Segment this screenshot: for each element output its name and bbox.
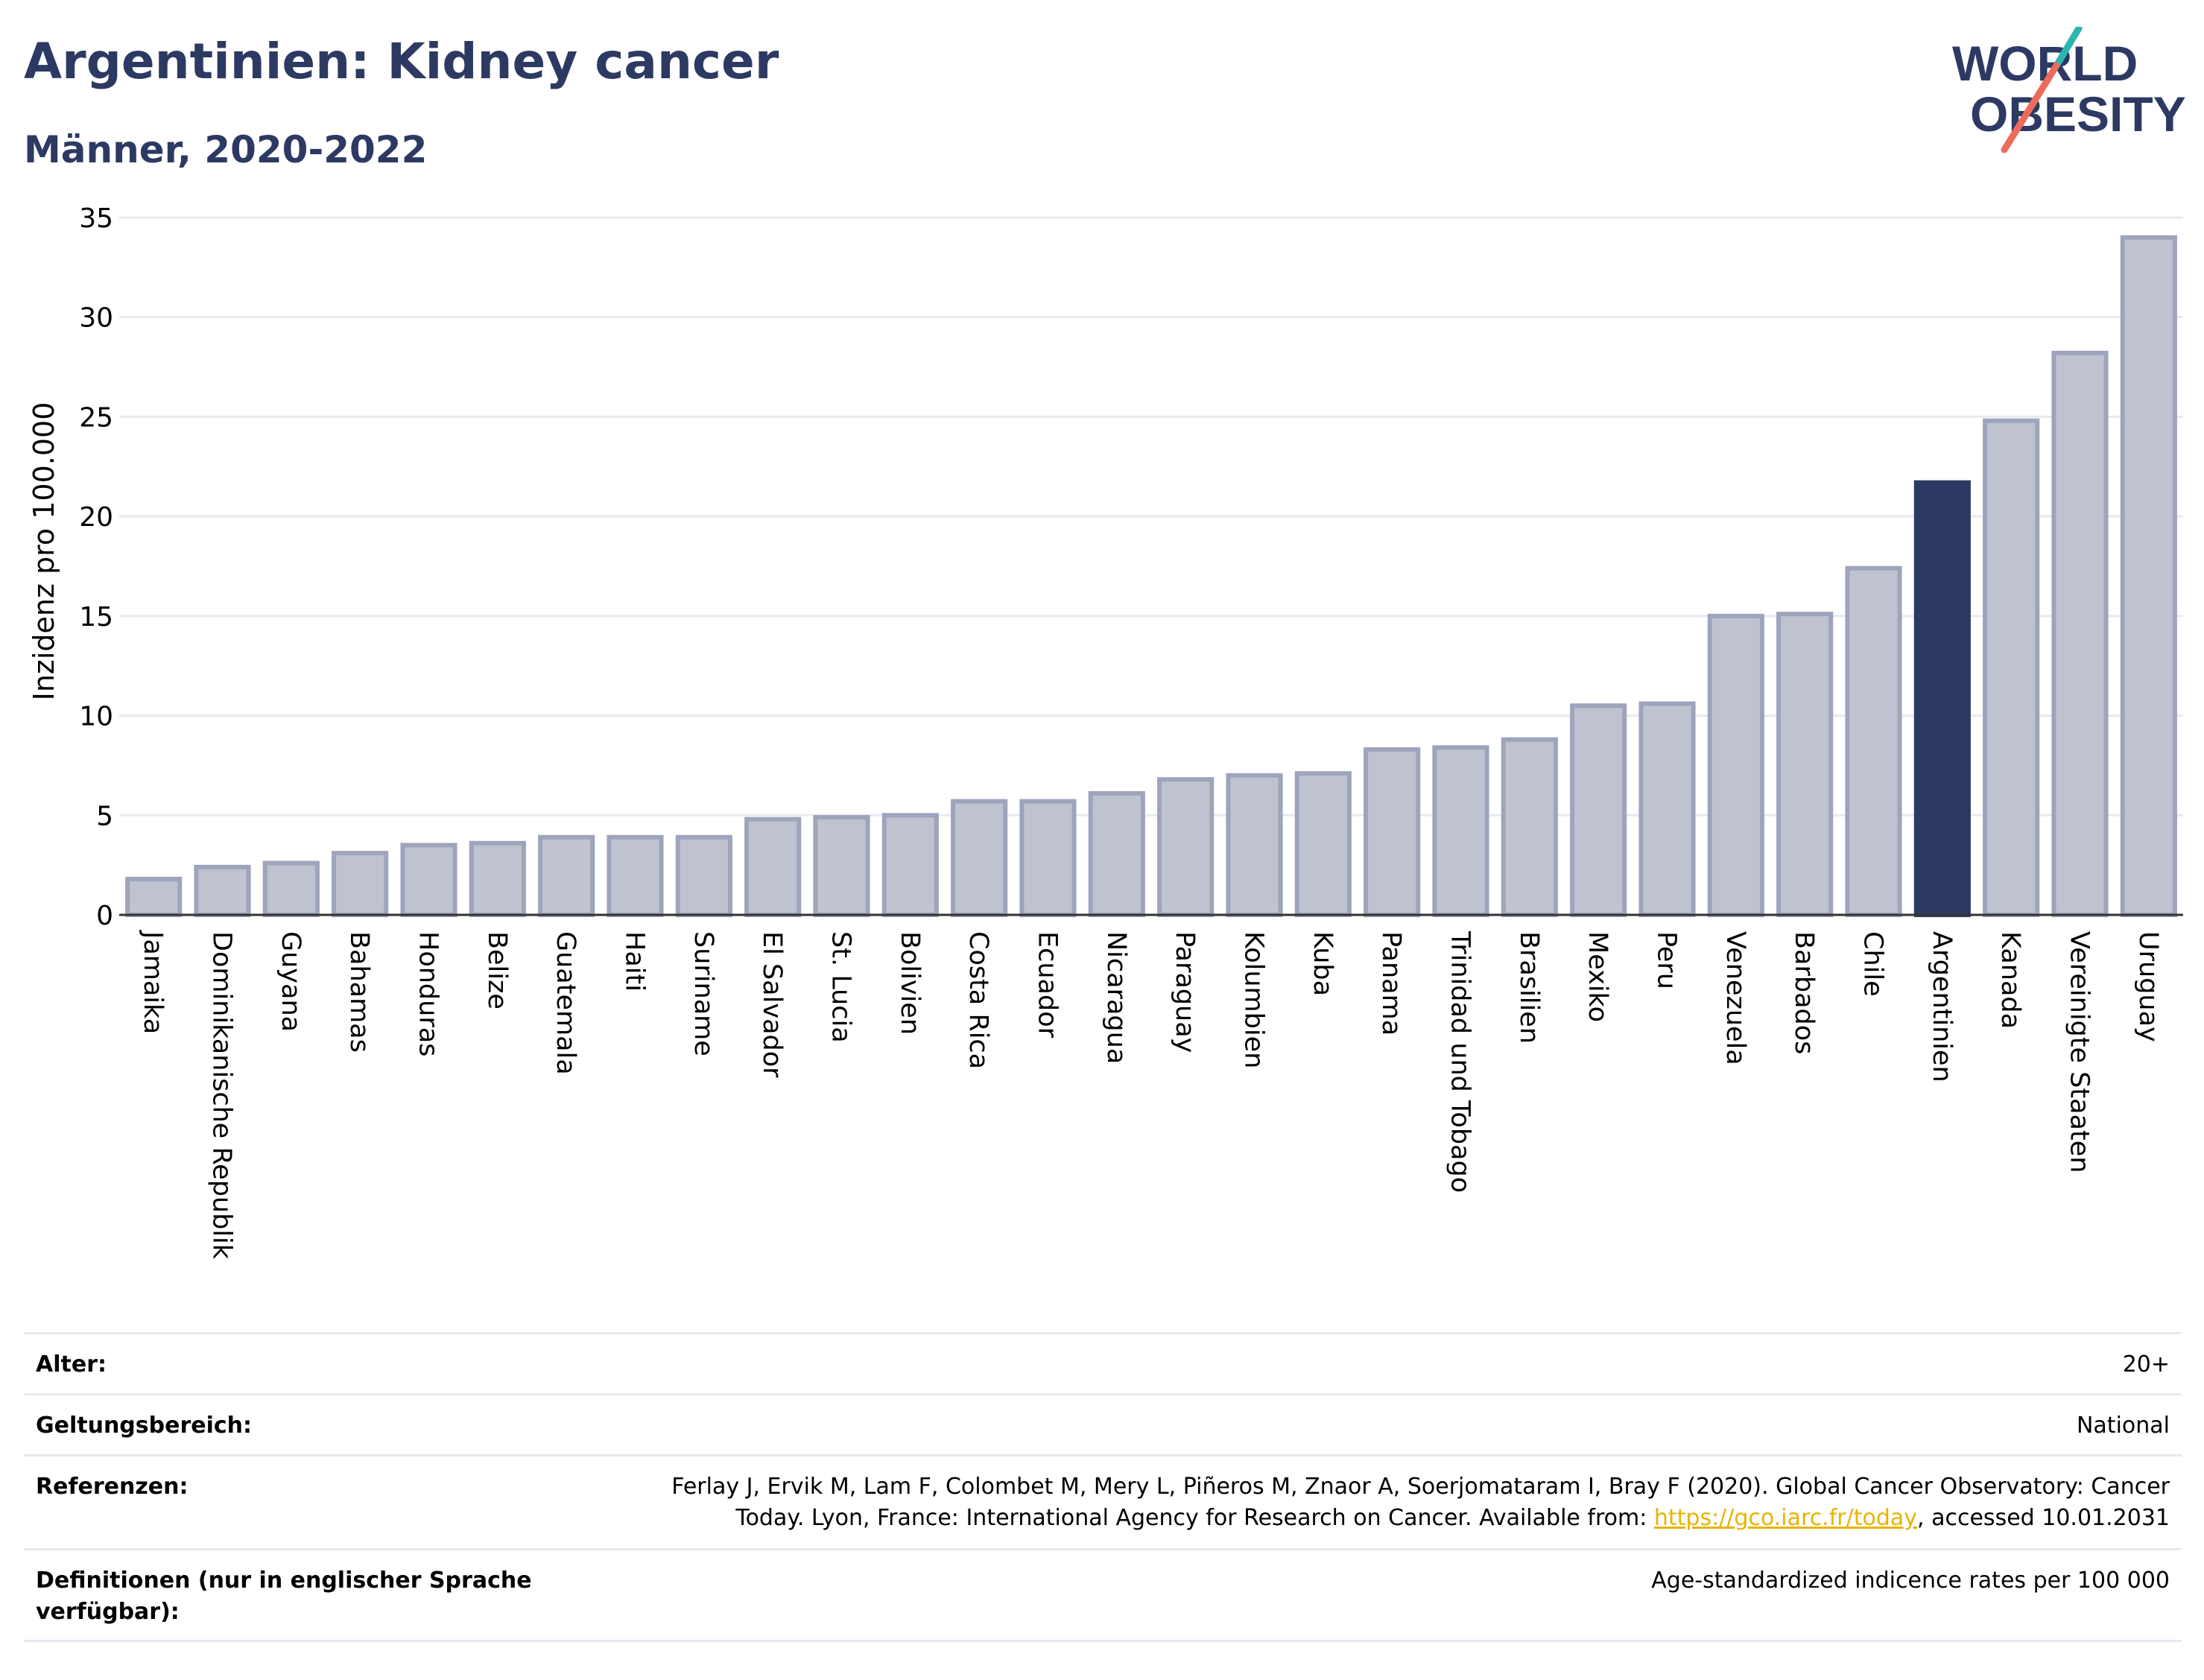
x-tick-label: Bolivien xyxy=(895,931,925,1035)
refs-line1: Ferlay J, Ervik M, Lam F, Colombet M, Me… xyxy=(671,1474,2170,1500)
logo-slash-teal xyxy=(2053,27,2083,69)
refs-value: Ferlay J, Ervik M, Lam F, Colombet M, Me… xyxy=(531,1471,2170,1534)
age-value: 20+ xyxy=(2122,1351,2170,1378)
info-row-age: Alter: 20+ xyxy=(24,1332,2182,1393)
x-tick-label: Haiti xyxy=(620,931,650,992)
logo-slash-coral xyxy=(2001,62,2060,153)
bar-guatemala xyxy=(538,834,595,918)
grid-layer xyxy=(119,216,2183,817)
age-label: Alter: xyxy=(36,1351,107,1378)
x-tick-label: Dominikanische Republik xyxy=(207,931,237,1260)
y-tick-label: 30 xyxy=(79,303,113,334)
x-tick-label: Belize xyxy=(482,931,512,1009)
y-tick-label: 5 xyxy=(96,801,113,831)
bar-peru xyxy=(1638,701,1696,917)
bar-uruguay xyxy=(2120,235,2177,917)
x-tick-label: Uruguay xyxy=(2133,931,2163,1042)
x-tick-label: Trinidad und Tobago xyxy=(1445,931,1475,1193)
x-tick-label: El Salvador xyxy=(757,931,787,1078)
x-tick-label: Mexiko xyxy=(1583,931,1612,1022)
world-obesity-logo: WORLD OBESITY xyxy=(1952,27,2186,153)
bar-trinidad-und-tobago xyxy=(1432,745,1489,917)
bar-kolumbien xyxy=(1226,773,1283,918)
x-tick-label: Kolumbien xyxy=(1239,931,1269,1068)
bar-panama xyxy=(1364,747,1421,918)
bar-venezuela xyxy=(1707,613,1764,917)
bar-chile xyxy=(1845,565,1902,917)
x-tick-label: Guatemala xyxy=(551,931,580,1075)
x-tick-label: Jamaika xyxy=(138,930,168,1034)
y-axis-label: Inzidenz pro 100.000 xyxy=(28,402,60,701)
bar-guyana xyxy=(262,860,320,918)
x-tick-label: Guyana xyxy=(276,931,305,1032)
bar-kuba xyxy=(1294,771,1352,918)
bar-vereinigte-staaten xyxy=(2051,350,2109,917)
refs-label: Referenzen: xyxy=(36,1474,189,1500)
x-tick-label: Venezuela xyxy=(1720,931,1750,1065)
bar-brasilien xyxy=(1501,737,1558,917)
x-tick-label: Ecuador xyxy=(1033,931,1063,1039)
x-tick-label: Panama xyxy=(1376,931,1406,1036)
y-tick-label: 25 xyxy=(79,402,113,433)
x-tick-label: Chile xyxy=(1858,931,1888,997)
x-tick-label: Honduras xyxy=(414,931,443,1056)
logo-line2: OBESITY xyxy=(1970,86,2186,142)
bar-nicaragua xyxy=(1088,790,1145,917)
chart-subtitle: Männer, 2020-2022 xyxy=(24,128,428,171)
bar-jamaika xyxy=(125,876,183,918)
defs-value: Age-standardized indicence rates per 100… xyxy=(1651,1568,2170,1594)
bar-mexiko xyxy=(1570,703,1627,917)
bar-haiti xyxy=(607,834,664,918)
bar-dominikanische-republik xyxy=(194,864,251,917)
bar-st-lucia xyxy=(813,814,870,917)
y-tick-label: 0 xyxy=(96,901,113,931)
x-tick-label: Costa Rica xyxy=(963,931,993,1069)
x-tick-label: Paraguay xyxy=(1170,931,1200,1053)
scope-label: Geltungsbereich: xyxy=(36,1413,253,1439)
bar-costa-rica xyxy=(951,799,1008,917)
bars-layer xyxy=(125,235,2177,918)
bar-suriname xyxy=(675,834,732,918)
x-tick-label: Suriname xyxy=(688,931,718,1056)
info-table: Alter: 20+ Geltungsbereich: National Ref… xyxy=(24,1332,2182,1642)
bar-el-salvador xyxy=(744,817,802,917)
x-tick-label: Nicaragua xyxy=(1101,931,1131,1064)
scope-value: National xyxy=(2076,1413,2170,1439)
x-tick-label: Brasilien xyxy=(1514,931,1544,1044)
x-tick-label: St. Lucia xyxy=(826,931,856,1043)
y-tick-label: 35 xyxy=(79,203,113,234)
x-tick-label: Bahamas xyxy=(344,931,374,1053)
x-tick-label: Peru xyxy=(1652,931,1682,989)
y-tick-label: 15 xyxy=(79,602,113,633)
bar-paraguay xyxy=(1157,777,1215,917)
x-tick-label: Vereinigte Staaten xyxy=(2065,931,2094,1173)
bar-bahamas xyxy=(332,851,389,918)
refs-link[interactable]: https://gco.iarc.fr/today xyxy=(1653,1505,1918,1531)
y-tick-label: 20 xyxy=(79,502,113,533)
refs-line2-pre: Today. Lyon, France: International Agenc… xyxy=(735,1505,1654,1531)
refs-line2-post: , accessed 10.01.2031 xyxy=(1917,1505,2170,1531)
info-row-defs: Definitionen (nur in englischer Sprache … xyxy=(24,1548,2182,1642)
y-tick-label: 10 xyxy=(79,702,113,732)
refs-line2: Today. Lyon, France: International Agenc… xyxy=(531,1503,2170,1534)
x-tick-label: Argentinien xyxy=(1927,931,1957,1083)
x-tick-label: Barbados xyxy=(1789,931,1819,1054)
bar-kanada xyxy=(1983,418,2040,917)
bar-honduras xyxy=(400,843,457,918)
bar-chart: 0 5 10 15 20 25 30 35 Jamaika Dominikanische Repu… xyxy=(28,203,2183,1260)
bar-argentinien xyxy=(1913,480,1971,917)
info-row-refs: Referenzen: Ferlay J, Ervik M, Lam F, Co… xyxy=(24,1454,2182,1548)
defs-label: Definitionen (nur in englischer Sprache … xyxy=(36,1568,532,1625)
info-row-scope: Geltungsbereich: National xyxy=(24,1393,2182,1454)
axis-layer: 0 5 10 15 20 25 30 35 Jamaika Dominikanische Repu… xyxy=(79,203,2183,1260)
x-tick-label: Kuba xyxy=(1308,931,1337,996)
chart-title: Argentinien: Kidney cancer xyxy=(24,33,779,90)
bar-belize xyxy=(469,840,526,917)
x-tick-label: Kanada xyxy=(1995,931,2025,1029)
bar-barbados xyxy=(1776,612,1834,917)
bar-ecuador xyxy=(1019,799,1077,917)
bar-bolivien xyxy=(881,813,939,918)
